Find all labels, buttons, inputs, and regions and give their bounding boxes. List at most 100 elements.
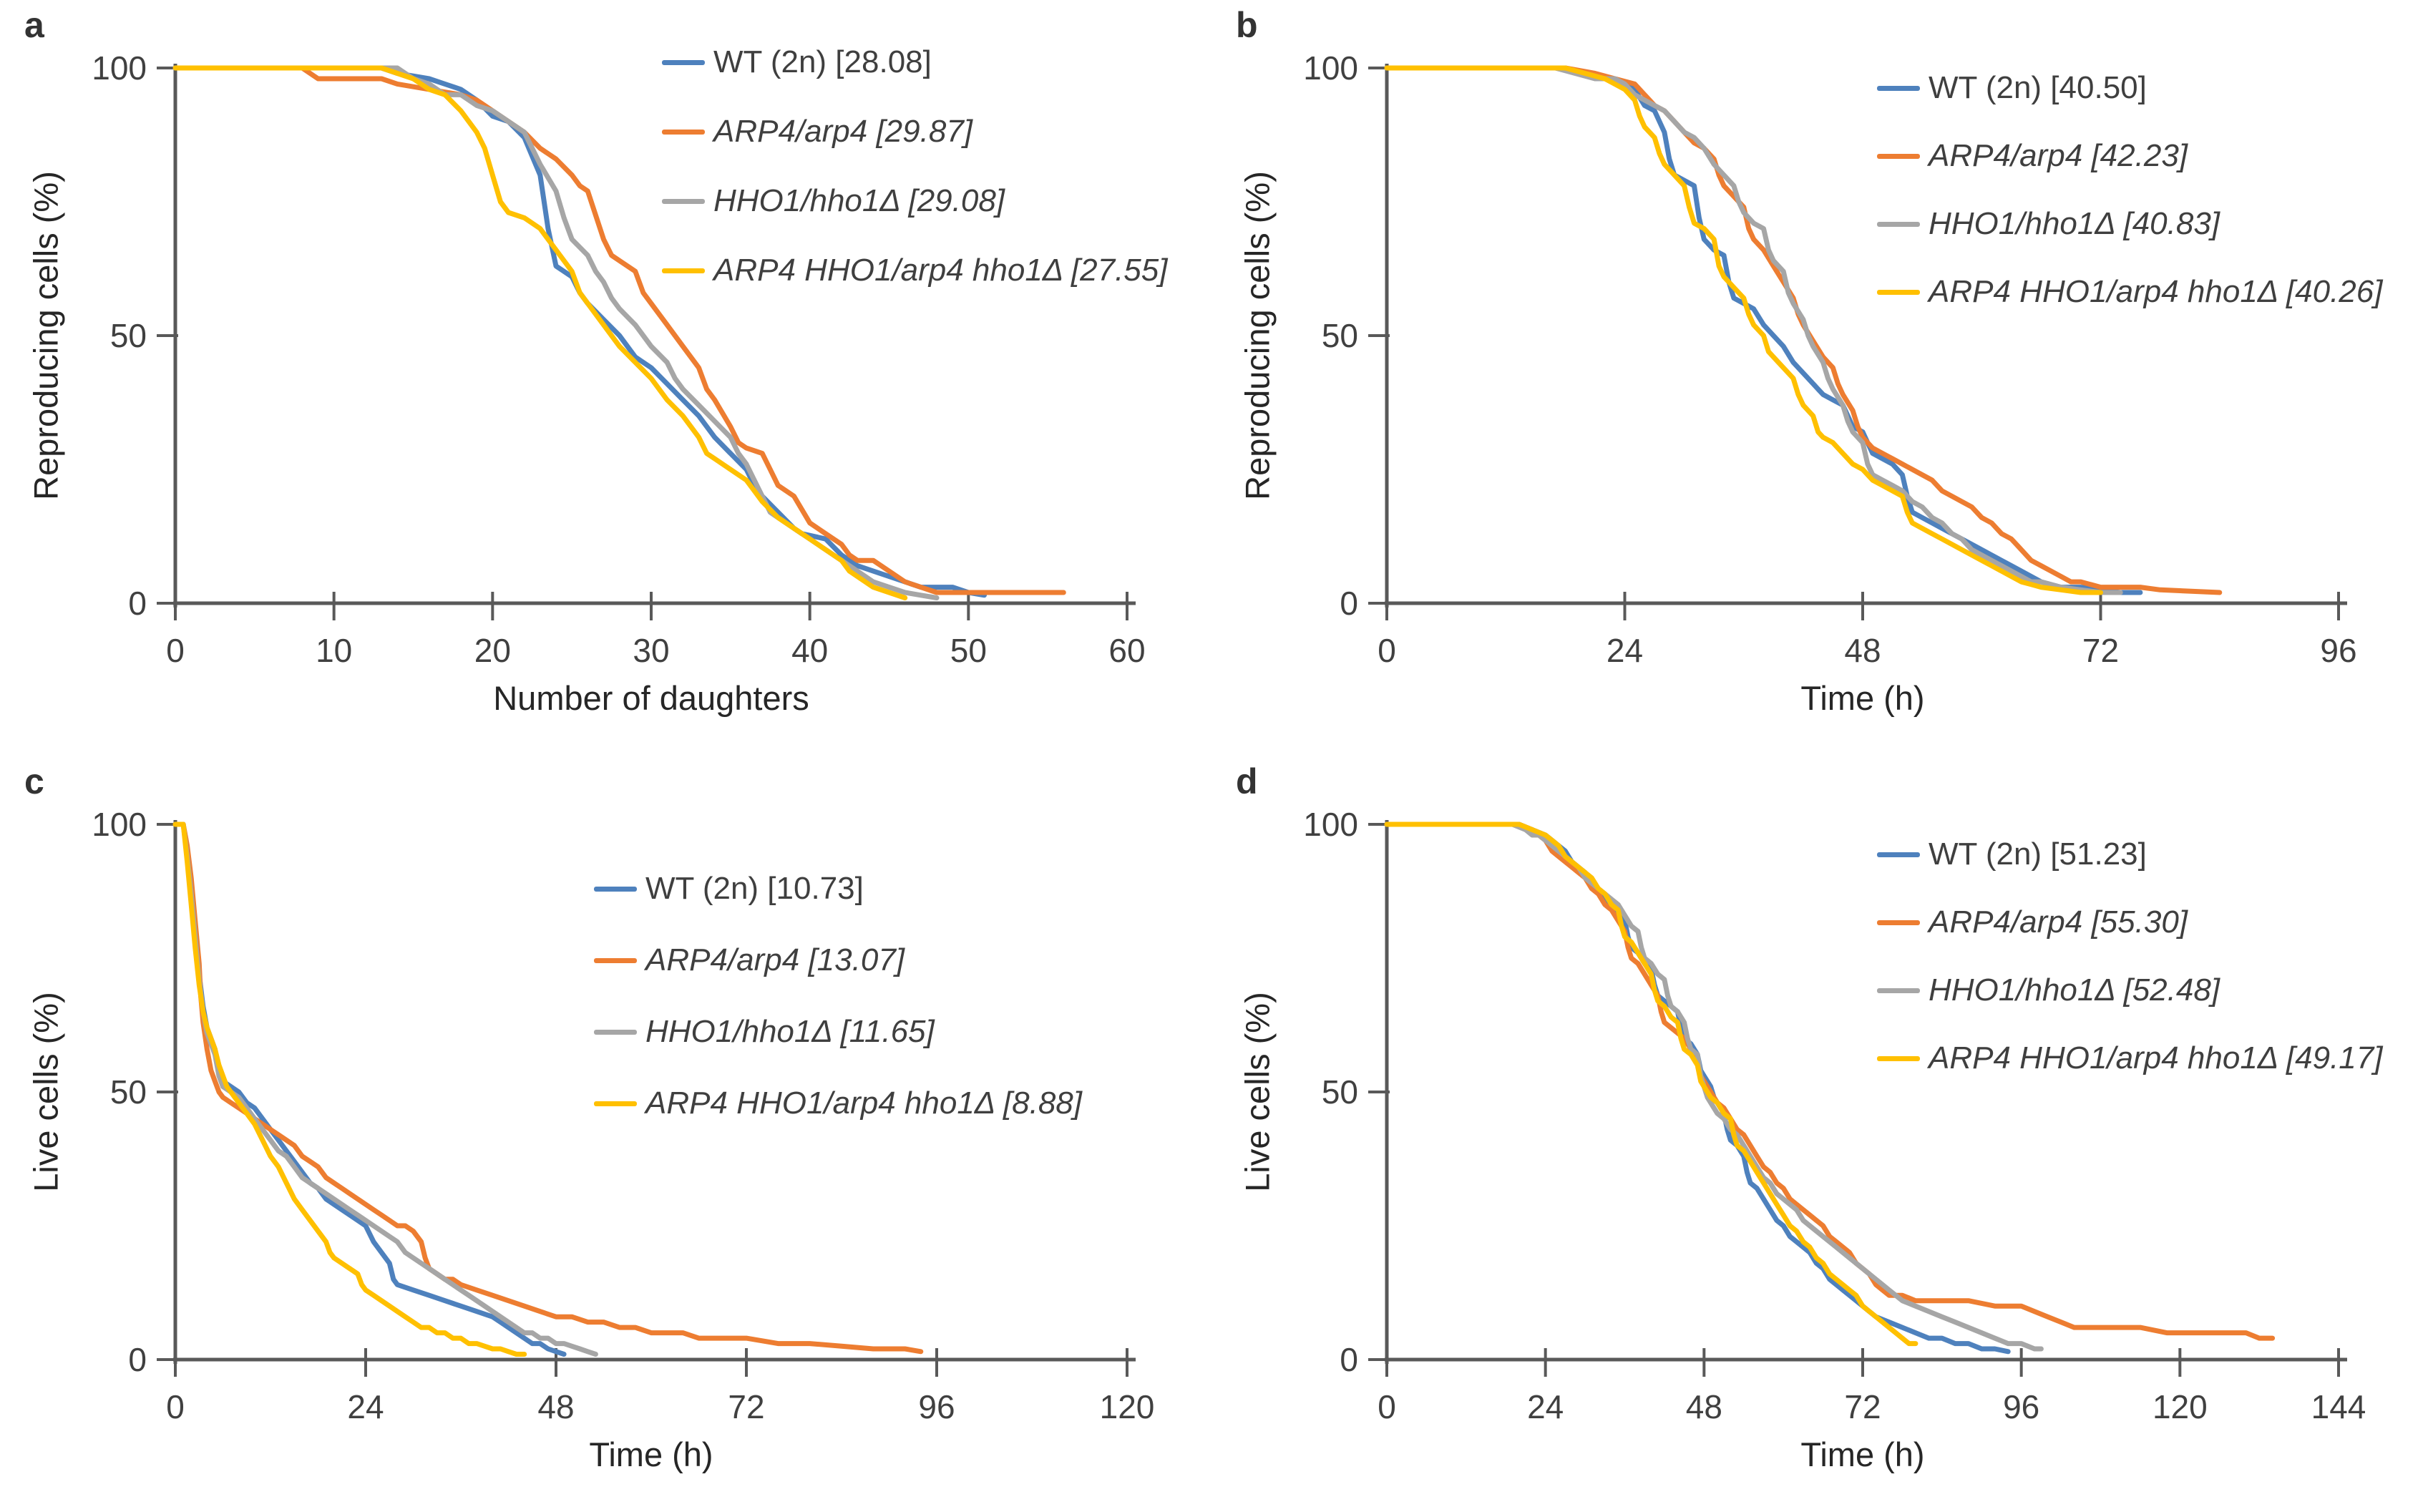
svg-text:96: 96 <box>2003 1388 2039 1425</box>
legend-label: WT (2n) [51.23] <box>1929 837 2147 872</box>
legend-line-swatch <box>662 268 705 273</box>
legend-label: WT (2n) [40.50] <box>1929 70 2147 105</box>
legend-label: ARP4 HHO1/arp4 hho1Δ [8.88] <box>645 1086 1083 1121</box>
legend-label: HHO1/hho1Δ [29.08] <box>713 183 1005 218</box>
svg-text:100: 100 <box>92 806 147 843</box>
legend-label: WT (2n) [28.08] <box>713 44 932 79</box>
svg-text:0: 0 <box>128 585 147 622</box>
svg-text:40: 40 <box>791 632 828 669</box>
legend-label: WT (2n) [10.73] <box>645 871 864 906</box>
legend-line-swatch <box>594 1029 637 1035</box>
plot-area-a: 0 10 20 30 40 50 60 0 50 100 <box>92 49 1145 669</box>
legend-row: WT (2n) [10.73] <box>594 871 1082 907</box>
legend-row: ARP4 HHO1/arp4 hho1Δ [49.17] <box>1877 1040 2382 1076</box>
legend-line-swatch <box>662 198 705 204</box>
legend-line-swatch <box>1877 153 1920 159</box>
svg-text:0: 0 <box>1378 632 1396 669</box>
legend-line-swatch <box>1877 85 1920 91</box>
svg-text:10: 10 <box>316 632 352 669</box>
legend-row: ARP4 HHO1/arp4 hho1Δ [27.55] <box>662 253 1167 288</box>
legend-b: WT (2n) [40.50] ARP4/arp4 [42.23] HHO1/h… <box>1877 70 2382 310</box>
x-axis-title-b: Time (h) <box>1800 679 1925 717</box>
svg-text:72: 72 <box>728 1388 764 1425</box>
legend-row: ARP4/arp4 [13.07] <box>594 942 1082 978</box>
svg-text:50: 50 <box>110 317 147 354</box>
svg-text:30: 30 <box>633 632 669 669</box>
svg-text:24: 24 <box>1527 1388 1564 1425</box>
legend-row: ARP4/arp4 [29.87] <box>662 114 1167 150</box>
legend-label: ARP4/arp4 [55.30] <box>1929 904 2188 940</box>
svg-text:48: 48 <box>537 1388 574 1425</box>
legend-line-swatch <box>1877 852 1920 857</box>
svg-text:96: 96 <box>2320 632 2356 669</box>
legend-label: ARP4/arp4 [13.07] <box>645 942 905 977</box>
plot-area-c: 0 24 48 72 96 120 0 50 100 <box>92 806 1155 1425</box>
svg-text:0: 0 <box>166 632 185 669</box>
svg-text:50: 50 <box>950 632 987 669</box>
svg-text:48: 48 <box>1844 632 1881 669</box>
legend-label: ARP4/arp4 [29.87] <box>713 114 973 149</box>
legend-line-swatch <box>1877 221 1920 227</box>
legend-line-swatch <box>594 957 637 963</box>
legend-d: WT (2n) [51.23] ARP4/arp4 [55.30] HHO1/h… <box>1877 837 2382 1076</box>
legend-row: ARP4/arp4 [55.30] <box>1877 904 2382 940</box>
svg-text:120: 120 <box>2153 1388 2208 1425</box>
legend-label: HHO1/hho1Δ [52.48] <box>1929 972 2220 1008</box>
legend-c: WT (2n) [10.73] ARP4/arp4 [13.07] HHO1/h… <box>594 871 1082 1121</box>
plot-area-b: 0 24 48 72 96 0 50 100 <box>1303 49 2356 669</box>
plot-area-d: 0 24 48 72 96 120 144 0 50 100 <box>1303 806 2366 1425</box>
legend-label: ARP4 HHO1/arp4 hho1Δ [40.26] <box>1929 274 2383 309</box>
legend-row: HHO1/hho1Δ [11.65] <box>594 1014 1082 1050</box>
legend-row: WT (2n) [51.23] <box>1877 837 2382 872</box>
x-axis-title-a: Number of daughters <box>493 679 809 717</box>
legend-row: HHO1/hho1Δ [29.08] <box>662 183 1167 219</box>
legend-line-swatch <box>1877 1055 1920 1061</box>
panel-letter-c: c <box>24 761 44 801</box>
panel-c: c Live cells (%) 0 24 48 72 96 120 0 50 100 Time… <box>0 756 1212 1512</box>
x-axis-title-d: Time (h) <box>1800 1435 1925 1473</box>
panel-b: b Reproducing cells (%) 0 24 48 72 96 0 50 100 … <box>1212 0 2423 756</box>
legend-row: ARP4/arp4 [42.23] <box>1877 138 2382 174</box>
panel-letter-b: b <box>1236 5 1258 45</box>
svg-text:120: 120 <box>1100 1388 1155 1425</box>
legend-row: HHO1/hho1Δ [40.83] <box>1877 206 2382 242</box>
svg-text:0: 0 <box>1340 1341 1358 1378</box>
svg-text:72: 72 <box>1844 1388 1881 1425</box>
legend-label: HHO1/hho1Δ [11.65] <box>645 1014 935 1049</box>
svg-text:100: 100 <box>1303 49 1358 87</box>
legend-line-swatch <box>1877 920 1920 925</box>
svg-text:60: 60 <box>1108 632 1145 669</box>
legend-label: ARP4 HHO1/arp4 hho1Δ [27.55] <box>713 253 1168 288</box>
svg-text:50: 50 <box>1322 1073 1358 1111</box>
svg-text:24: 24 <box>347 1388 384 1425</box>
legend-label: ARP4 HHO1/arp4 hho1Δ [49.17] <box>1929 1040 2383 1076</box>
legend-label: ARP4/arp4 [42.23] <box>1929 138 2188 173</box>
legend-label: HHO1/hho1Δ [40.83] <box>1929 206 2220 241</box>
svg-text:24: 24 <box>1607 632 1643 669</box>
legend-line-swatch <box>1877 289 1920 295</box>
legend-line-swatch <box>662 129 705 135</box>
svg-text:100: 100 <box>92 49 147 87</box>
svg-text:100: 100 <box>1303 806 1358 843</box>
panel-a: a Reproducing cells (%) 0 10 20 30 40 50 60 0 50… <box>0 0 1212 756</box>
svg-text:50: 50 <box>110 1073 147 1111</box>
svg-text:0: 0 <box>1340 585 1358 622</box>
svg-text:144: 144 <box>2311 1388 2366 1425</box>
svg-text:48: 48 <box>1686 1388 1722 1425</box>
svg-text:0: 0 <box>128 1341 147 1378</box>
svg-text:96: 96 <box>918 1388 955 1425</box>
panel-d: d Live cells (%) 0 24 48 72 96 120 144 0 50 100 T… <box>1212 756 2423 1512</box>
legend-line-swatch <box>594 1101 637 1106</box>
svg-text:0: 0 <box>1378 1388 1396 1425</box>
svg-text:50: 50 <box>1322 317 1358 354</box>
legend-row: HHO1/hho1Δ [52.48] <box>1877 972 2382 1008</box>
legend-line-swatch <box>1877 987 1920 993</box>
svg-text:20: 20 <box>474 632 511 669</box>
x-axis-title-c: Time (h) <box>589 1435 713 1473</box>
legend-row: WT (2n) [28.08] <box>662 44 1167 80</box>
legend-line-swatch <box>594 886 637 892</box>
svg-text:0: 0 <box>166 1388 185 1425</box>
panel-letter-d: d <box>1236 761 1258 801</box>
legend-row: WT (2n) [40.50] <box>1877 70 2382 106</box>
